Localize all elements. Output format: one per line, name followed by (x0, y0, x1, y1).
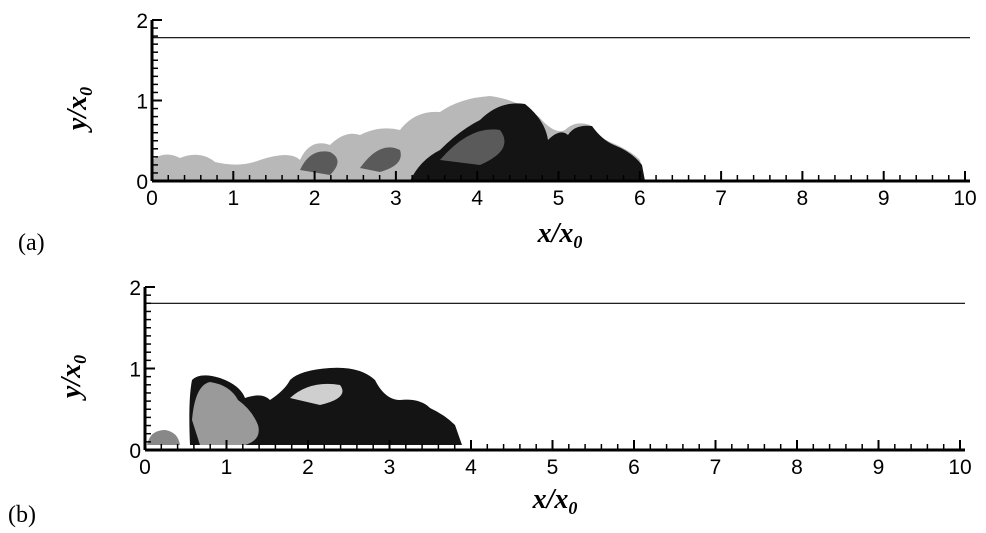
x-tick-label: 0 (139, 456, 151, 479)
y-tick-label: 2 (136, 10, 148, 33)
x-tick-label: 10 (953, 187, 976, 210)
label-sub: 0 (568, 498, 577, 518)
panel-label: (b) (8, 502, 36, 528)
x-tick-label: 3 (384, 456, 396, 479)
x-tick-label: 0 (146, 187, 158, 210)
label-main: y/x (62, 96, 93, 133)
label-sub: 0 (76, 87, 96, 96)
x-tick-label: 9 (878, 187, 890, 210)
x-tick-label: 10 (948, 456, 971, 479)
x-axis-label: x/x0 (537, 218, 583, 252)
x-tick-label: 6 (628, 456, 640, 479)
x-tick-label: 9 (873, 456, 885, 479)
flow-gray (192, 382, 259, 445)
x-tick-label: 7 (715, 187, 727, 210)
flow-light (290, 383, 343, 405)
x-tick-label: 5 (547, 456, 559, 479)
x-tick-label: 3 (390, 187, 402, 210)
x-tick-label: 5 (553, 187, 565, 210)
flow-gray (147, 430, 180, 445)
y-tick-label: 0 (129, 440, 141, 463)
x-tick-label: 2 (302, 456, 314, 479)
x-tick-label: 4 (471, 187, 483, 210)
label-main: x/x (532, 484, 569, 515)
flow-mid (300, 129, 505, 175)
y-axis-label: y/x0 (56, 355, 90, 401)
y-tick-label: 2 (129, 277, 141, 300)
label-main: y/x (56, 364, 87, 401)
x-tick-label: 1 (221, 456, 233, 479)
y-tick-label: 0 (136, 171, 148, 194)
flow-field-b (147, 367, 463, 445)
x-tick-label: 1 (227, 187, 239, 210)
y-axis-label: y/x0 (62, 87, 96, 133)
x-tick-label: 4 (465, 456, 477, 479)
x-tick-label: 8 (791, 456, 803, 479)
label-sub: 0 (573, 232, 582, 252)
x-axis-label: x/x0 (532, 484, 578, 518)
x-tick-label: 2 (309, 187, 321, 210)
label-sub: 0 (70, 355, 90, 364)
panel-label: (a) (18, 230, 45, 256)
y-tick-label: 1 (129, 359, 141, 382)
x-tick-label: 8 (797, 187, 809, 210)
x-tick-label: 6 (634, 187, 646, 210)
flow-field-a (152, 96, 645, 181)
x-tick-label: 7 (710, 456, 722, 479)
y-tick-label: 1 (136, 91, 148, 114)
label-main: x/x (537, 218, 574, 249)
